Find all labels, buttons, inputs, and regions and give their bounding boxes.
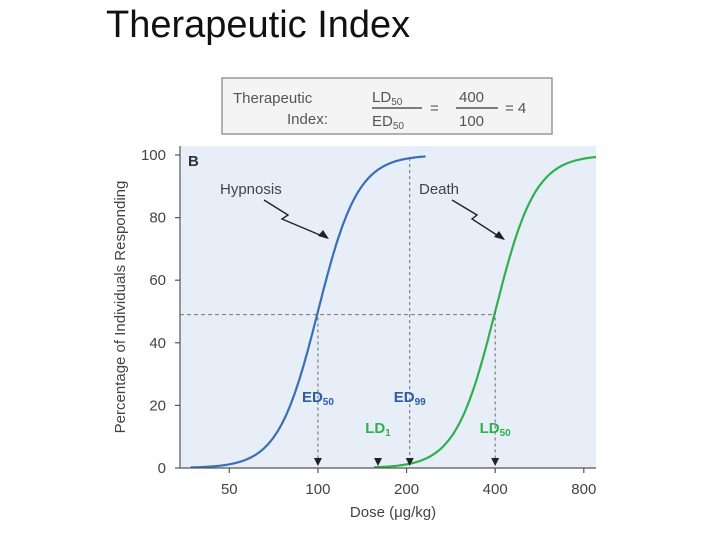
marker-label-ed50: ED50 — [302, 389, 334, 408]
formula-label-2: Index: — [287, 111, 328, 128]
hypnosis-arrow-head — [318, 230, 329, 239]
formula-result: = 4 — [505, 100, 526, 117]
y-tick-label: 100 — [141, 147, 166, 164]
panel-label: B — [188, 153, 199, 170]
x-axis-ticks: 50 100 200 400 800 — [221, 468, 596, 498]
marker-label-ld1: LD1 — [365, 420, 391, 439]
hypnosis-annotation-arrow — [263, 199, 328, 239]
y-tick-label: 60 — [149, 272, 166, 289]
formula-label-1: Therapeutic — [233, 90, 313, 107]
death-arrow-head — [494, 231, 505, 240]
x-tick-label: 400 — [483, 481, 508, 498]
marker-label-ed99: ED99 — [394, 389, 426, 408]
formula-value-numerator: 400 — [459, 89, 484, 106]
formula-denominator: ED50 — [372, 113, 404, 132]
y-axis-ticks: 0 20 40 60 80 100 — [141, 147, 180, 477]
marker-arrow-ld50 — [491, 458, 500, 466]
x-axis-label: Dose (μg/kg) — [350, 504, 436, 521]
x-tick-label: 50 — [221, 481, 238, 498]
death-annotation-arrow — [451, 199, 504, 240]
y-tick-label: 80 — [149, 210, 166, 227]
page-title: Therapeutic Index — [106, 4, 411, 46]
hypnosis-annotation: Hypnosis — [220, 181, 282, 198]
formula-numerator: LD50 — [372, 89, 403, 108]
marker-arrow-ed99 — [405, 458, 414, 466]
x-tick-label: 800 — [571, 481, 596, 498]
marker-arrow-ed50 — [313, 458, 322, 466]
marker-label-ld50: LD50 — [480, 420, 512, 439]
formula-box: Therapeutic Index: LD50 ED50 = 400 100 =… — [221, 77, 553, 135]
formula-value-denominator: 100 — [459, 113, 484, 130]
x-tick-label: 200 — [394, 481, 419, 498]
formula-equals: = — [430, 100, 439, 117]
y-tick-label: 0 — [158, 460, 166, 477]
y-tick-label: 40 — [149, 335, 166, 352]
marker-arrow-ld1 — [374, 458, 383, 466]
y-tick-label: 20 — [149, 397, 166, 414]
curve-hypnosis — [190, 155, 426, 469]
plot-background — [180, 146, 596, 468]
x-tick-label: 100 — [305, 481, 330, 498]
death-annotation: Death — [419, 181, 459, 198]
y-axis-label: Percentage of Individuals Responding — [112, 181, 129, 434]
